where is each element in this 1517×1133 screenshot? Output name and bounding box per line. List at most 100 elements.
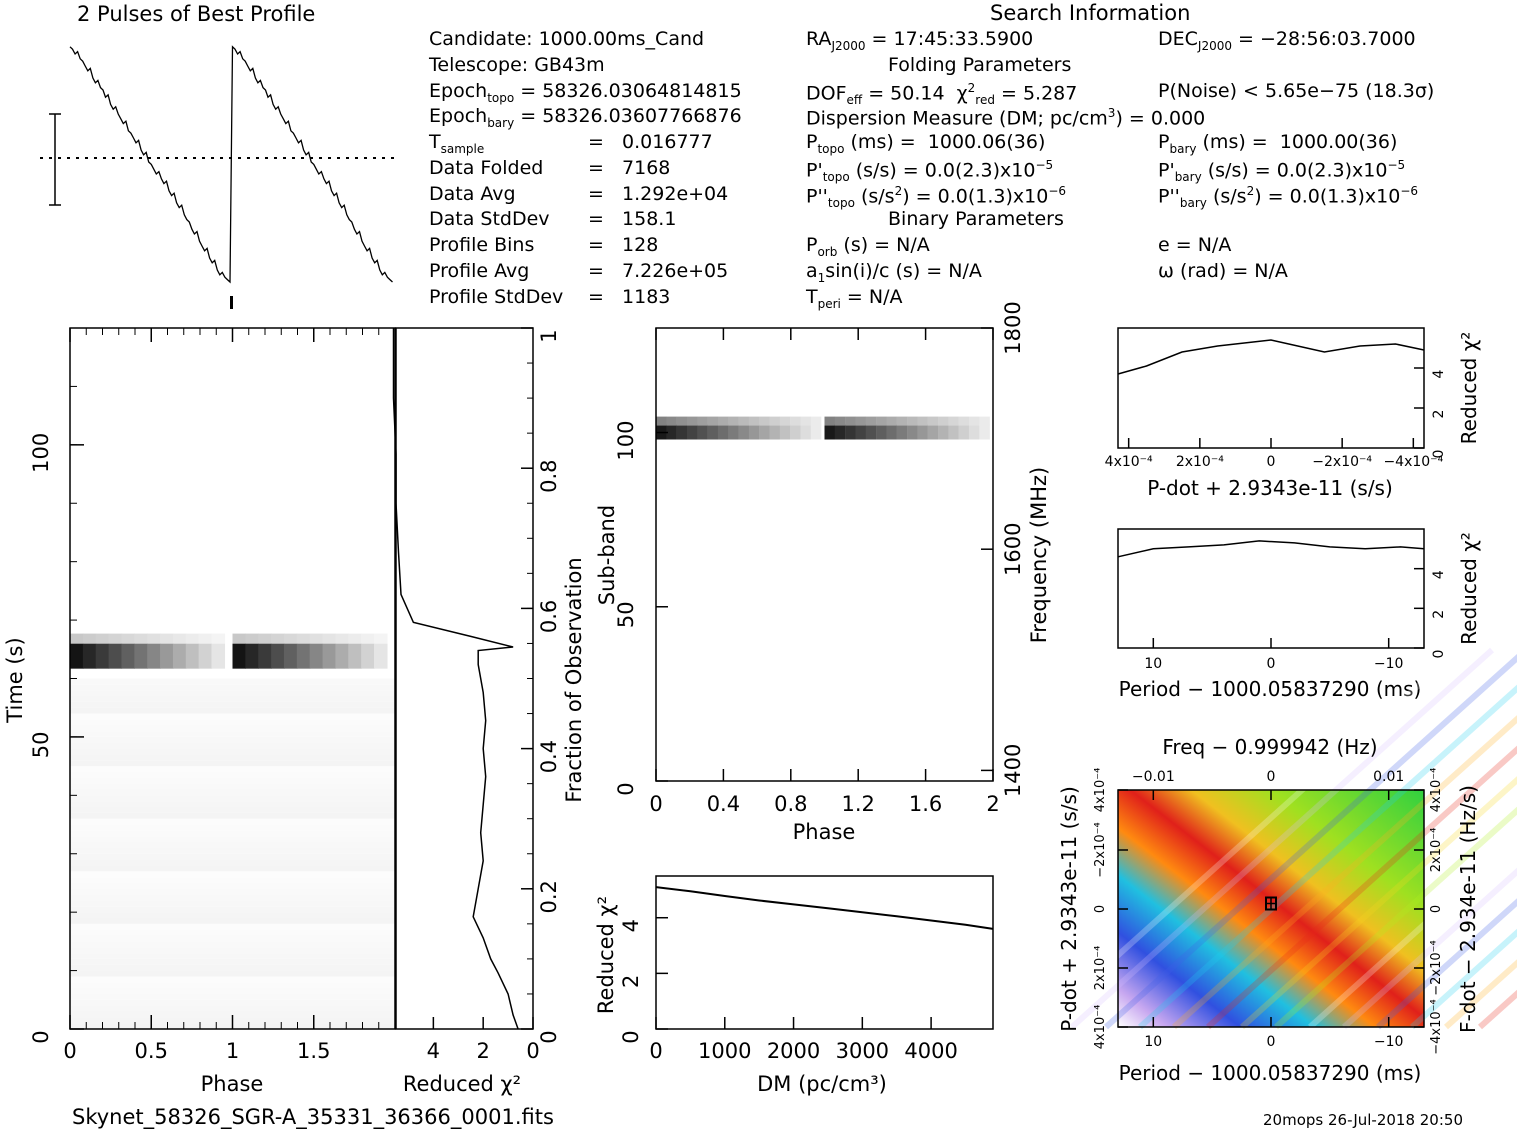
x-axis-title: Reduced χ²: [403, 1072, 521, 1096]
y-tick-label: 0: [1431, 650, 1447, 659]
pulse-cell-faint: [790, 416, 801, 426]
pulse-cell: [185, 643, 200, 669]
top-tick-label: 0: [1267, 769, 1276, 785]
x-tick-label: 0: [1267, 454, 1276, 470]
noise-row: [70, 777, 395, 784]
noise-row: [70, 783, 395, 790]
chi2-time-frame: [395, 327, 534, 1030]
pulse-cell-faint: [865, 416, 877, 426]
a1-line: a1sin(i)/c (s) = N/A: [806, 260, 982, 285]
phase-marker: [230, 296, 233, 309]
pulse-cell: [876, 424, 887, 440]
x-tick-label: 1000: [698, 1039, 751, 1063]
epoch-topo-label: Epochtopo = 58326.03064814815: [429, 80, 742, 105]
chi2-time-curve: [392, 328, 519, 1030]
noise-row: [70, 696, 395, 702]
y-tick-label: 1: [537, 329, 561, 342]
top-tick-label: −0.01: [1132, 769, 1175, 785]
profile-title: 2 Pulses of Best Profile: [77, 2, 316, 26]
noise-row: [70, 958, 395, 965]
noise-row: [70, 865, 395, 872]
x-axis-title: Phase: [793, 820, 856, 844]
noise-row: [70, 748, 395, 755]
ppdot-streak: [1443, 959, 1517, 1030]
subband-frame: [655, 327, 994, 782]
data-stddev-value: = 158.1: [588, 208, 677, 230]
pulse-cell-faint: [748, 416, 760, 426]
y-tick-label: 50: [29, 732, 53, 759]
y-tick-label: 0.6: [537, 600, 561, 633]
pulse-cell-faint: [958, 416, 970, 426]
pulse-cell: [666, 424, 677, 440]
profile-avg-label: Profile Avg: [429, 260, 530, 282]
pulse-cell: [283, 643, 298, 669]
noise-row: [70, 771, 395, 778]
pulse-cell-faint: [948, 416, 959, 426]
pulse-cell: [865, 424, 877, 440]
x-tick-label: 0: [63, 1039, 76, 1063]
epoch-topo-value: 58326.03064814815: [542, 80, 742, 102]
ppdot-title: Freq − 0.999942 (Hz): [1162, 735, 1377, 759]
pulse-cell: [800, 424, 812, 440]
pulse-cell: [958, 424, 970, 440]
noise-row: [70, 853, 395, 860]
noise-row: [70, 871, 395, 878]
search-header: Search Information: [990, 1, 1191, 25]
y-tick-label: 0.4: [537, 740, 561, 773]
pulse-cell-faint: [728, 416, 739, 426]
pulse-cell: [121, 643, 135, 669]
pulse-cell: [738, 424, 750, 440]
y-tick-label: 0: [619, 1030, 643, 1043]
pulse-cell: [70, 643, 84, 669]
y-tick-label: 4: [619, 919, 643, 932]
y-tick-label: 4: [1431, 369, 1447, 378]
x-tick-label: 0: [649, 1039, 662, 1063]
ppdot-streak: [1171, 715, 1517, 1030]
y-right-tick-label: 4x10⁻⁴: [1429, 768, 1444, 813]
noise-row: [70, 941, 395, 948]
y-tick-label: 4x10⁻⁴: [1093, 1005, 1108, 1050]
y-axis-title: Time (s): [3, 637, 27, 723]
x-axis-title: Period − 1000.05837290 (ms): [1119, 1061, 1422, 1085]
pulse-cell: [845, 424, 856, 440]
x-tick-label: −10: [1374, 656, 1404, 672]
noise-row: [70, 719, 395, 726]
x-axis-title: Phase: [201, 1072, 264, 1096]
pulse-cell: [95, 643, 110, 669]
binary-header: Binary Parameters: [888, 208, 1064, 230]
x-tick-label: −10: [1374, 1034, 1404, 1050]
pulse-cell-faint: [876, 416, 887, 426]
y-tick-label: 0.8: [537, 459, 561, 492]
ppdot-streak: [1273, 806, 1517, 1030]
tsample-label: Tsample: [429, 131, 485, 156]
pulse-cell-faint: [779, 416, 791, 426]
pulse-cell-faint: [95, 633, 110, 644]
pulse-cell-faint: [855, 416, 866, 426]
noise-row: [70, 830, 395, 837]
pulse-cell-faint: [185, 633, 200, 644]
noise-row: [70, 947, 395, 954]
pulse-cell-faint: [886, 416, 897, 426]
subband-panel: 0 0.4 0.8 1.2 1.6 2 0 50 100 1400 1600 1800 Phase Sub…: [595, 301, 1051, 844]
pulse-cell: [759, 424, 770, 440]
x-tick-label: 0.5: [135, 1039, 168, 1063]
noise-row: [70, 964, 395, 971]
noise-row: [70, 842, 395, 848]
profile-panel: [40, 45, 396, 309]
pulse-cell: [271, 643, 285, 669]
ppdot-streak: [1239, 776, 1517, 1030]
y-axis-title: Reduced χ²: [1457, 332, 1481, 445]
porb-line: Porb (s) = N/A: [806, 234, 930, 259]
noise-row: [70, 982, 395, 989]
x-tick-label: 10: [1144, 656, 1162, 672]
pulse-cell: [968, 424, 980, 440]
noise-row: [70, 690, 395, 697]
pulse-cell-faint: [108, 633, 123, 644]
noise-row: [70, 993, 395, 1000]
x-tick-label: 1.2: [841, 792, 874, 816]
noise-row: [70, 684, 395, 691]
chi2-vs-pdot-frame: [1117, 327, 1425, 449]
noise-row: [70, 766, 395, 772]
